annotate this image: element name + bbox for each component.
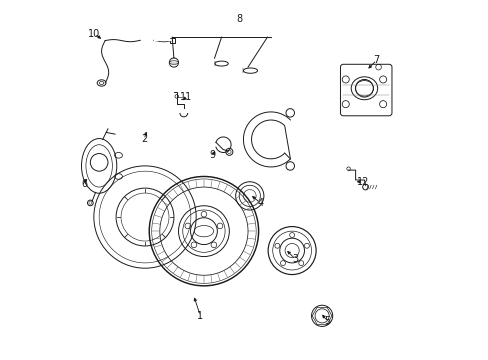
Text: 8: 8 <box>236 14 242 24</box>
Text: 9: 9 <box>209 150 215 160</box>
Text: 7: 7 <box>373 55 379 65</box>
Text: 4: 4 <box>257 198 263 208</box>
Bar <box>170 38 174 44</box>
Text: 2: 2 <box>141 134 147 144</box>
Text: 6: 6 <box>81 179 87 189</box>
Text: 11: 11 <box>180 92 192 102</box>
Text: 3: 3 <box>292 255 298 264</box>
Text: 12: 12 <box>356 177 368 187</box>
Text: 1: 1 <box>197 311 203 321</box>
Text: 10: 10 <box>88 28 101 39</box>
Text: 5: 5 <box>324 316 330 326</box>
